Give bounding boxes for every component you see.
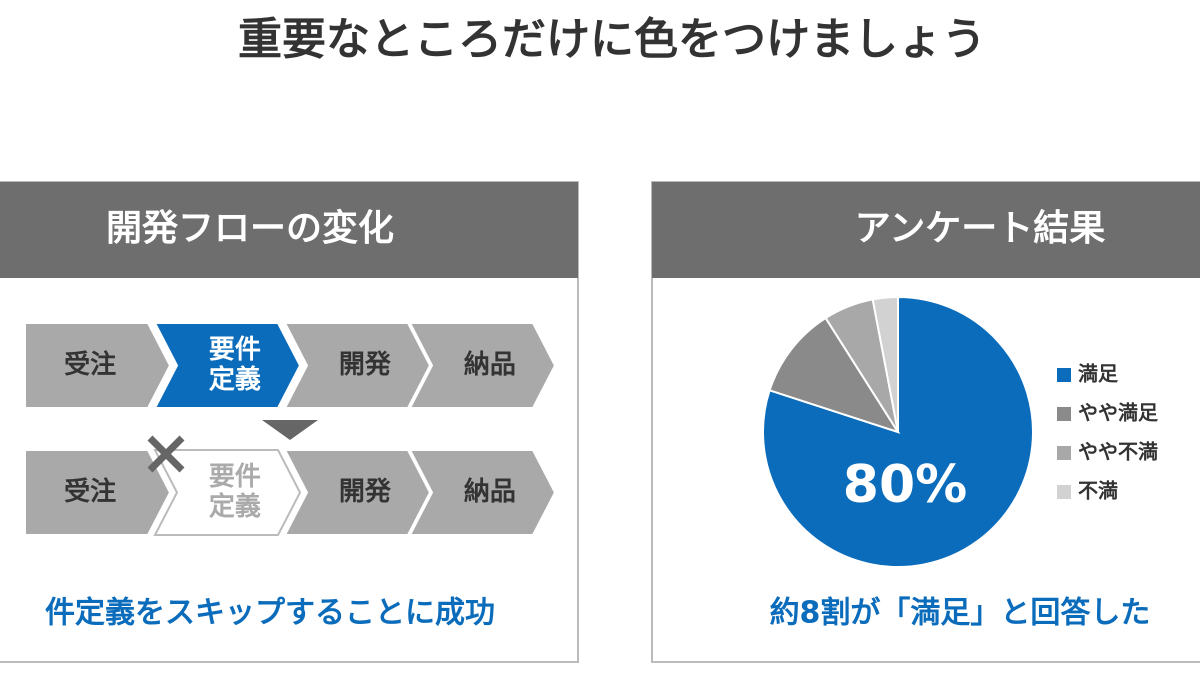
flow-header: 開発フローの変化 bbox=[106, 207, 394, 249]
flow-step-label: 要件 bbox=[209, 462, 261, 492]
flow-step-label: 要件 bbox=[209, 335, 261, 365]
legend-label: 不満 bbox=[1078, 479, 1118, 503]
legend-label: やや不満 bbox=[1078, 440, 1158, 464]
survey-header-bg bbox=[652, 182, 1200, 278]
flow-step-label: 受注 bbox=[64, 349, 116, 380]
legend-label: 満足 bbox=[1078, 362, 1119, 386]
flow-step bbox=[283, 322, 432, 409]
flow-step bbox=[153, 449, 302, 536]
flow-step bbox=[283, 449, 432, 536]
flow-step-label: 納品 bbox=[464, 476, 516, 507]
flow-step-label: 納品 bbox=[464, 349, 516, 380]
flow-step bbox=[408, 449, 557, 536]
flow-step-label: 開発 bbox=[339, 350, 392, 380]
flow-step bbox=[153, 322, 302, 409]
pie-value-label: 80% bbox=[843, 455, 967, 515]
flow-caption: 件定義をスキップすることに成功 bbox=[45, 596, 495, 631]
flow-step-label: 開発 bbox=[339, 477, 392, 507]
flow-step-label: 定義 bbox=[209, 491, 261, 522]
legend-swatch bbox=[1057, 485, 1071, 499]
slide-title: 重要なところだけに色をつけましょう bbox=[238, 14, 986, 65]
flow-header-bg bbox=[0, 182, 578, 278]
flow-step-label: 受注 bbox=[64, 476, 116, 507]
legend-label: やや満足 bbox=[1078, 401, 1159, 425]
flow-step-label: 定義 bbox=[209, 364, 261, 395]
chart-caption: 約8割が「満足」と回答した bbox=[770, 596, 1151, 631]
flow-step bbox=[24, 449, 172, 536]
chart-title: アンケート結果 bbox=[855, 208, 1106, 249]
pie-slice bbox=[871, 295, 899, 433]
flow-step bbox=[24, 322, 172, 409]
flow-step bbox=[408, 322, 557, 409]
legend-swatch bbox=[1057, 407, 1071, 421]
down-arrow bbox=[262, 420, 318, 440]
pie-slice bbox=[768, 316, 901, 434]
legend-swatch bbox=[1057, 368, 1071, 382]
skip-cross bbox=[147, 435, 185, 473]
legend-swatch bbox=[1057, 446, 1071, 460]
